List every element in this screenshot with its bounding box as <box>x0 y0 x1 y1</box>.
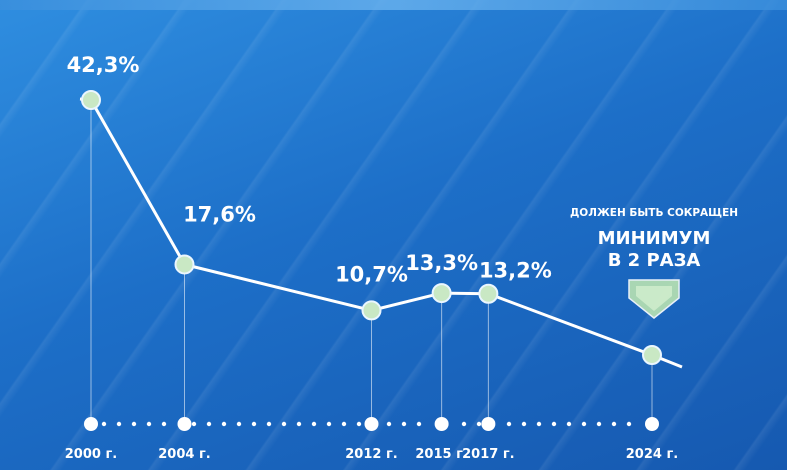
data-point-2 <box>361 300 382 321</box>
x-tick-label-0: 2000 г. <box>65 447 117 462</box>
annotation-small: ДОЛЖЕН БЫТЬ СОКРАЩЕН <box>570 207 738 219</box>
timeline-node-0 <box>84 417 98 431</box>
timeline-dot <box>506 421 512 427</box>
x-tick-label-4: 2017 г. <box>462 447 514 462</box>
value-label-1: 17,6% <box>183 202 256 226</box>
timeline-dot <box>116 421 122 427</box>
timeline-dot <box>551 421 557 427</box>
x-tick-label-5: 2024 г. <box>626 447 678 462</box>
timeline-dot <box>416 421 422 427</box>
drop-lines <box>90 100 653 424</box>
data-point-4 <box>478 283 499 304</box>
timeline-node-5 <box>645 417 659 431</box>
timeline-dot <box>221 421 227 427</box>
timeline-dot <box>476 421 482 427</box>
annotation-big-line2: В 2 РАЗА <box>608 250 701 271</box>
data-point-3 <box>431 283 452 304</box>
timeline-dot <box>521 421 527 427</box>
timeline-dot <box>146 421 152 427</box>
timeline-dot <box>206 421 212 427</box>
value-label-0: 42,3% <box>67 53 140 77</box>
value-label-3: 13,3% <box>405 251 478 275</box>
data-point-5 <box>642 345 662 365</box>
timeline-dot <box>356 421 362 427</box>
timeline-dot <box>626 421 632 427</box>
timeline-dot <box>401 421 407 427</box>
timeline-node-2 <box>364 417 379 431</box>
data-point-0 <box>81 90 101 110</box>
timeline-dot <box>386 421 392 427</box>
timeline-dot <box>566 421 572 427</box>
timeline-dot <box>596 421 602 427</box>
data-point-1 <box>174 254 195 275</box>
timeline-dot <box>236 421 242 427</box>
timeline-dot <box>281 421 287 427</box>
value-label-4: 13,2% <box>479 259 552 283</box>
timeline-dot <box>311 421 317 427</box>
x-tick-label-2: 2012 г. <box>345 447 397 462</box>
down-marker-icon <box>628 279 680 319</box>
timeline-dot <box>101 421 107 427</box>
timeline-node-3 <box>434 417 449 431</box>
x-tick-label-3: 2015 г. <box>415 447 467 462</box>
timeline-node-4 <box>481 417 496 431</box>
annotation-big-line1: МИНИМУМ <box>598 228 711 249</box>
timeline-dot <box>461 421 467 427</box>
reduction-annotation: ДОЛЖЕН БЫТЬ СОКРАЩЕН МИНИМУМ В 2 РАЗА <box>570 207 738 319</box>
timeline-dot <box>191 421 197 427</box>
timeline-dot <box>266 421 272 427</box>
value-label-2: 10,7% <box>335 262 408 286</box>
timeline-node-1 <box>177 417 192 431</box>
timeline-dot <box>251 421 257 427</box>
timeline-dot <box>341 421 347 427</box>
timeline-dot <box>131 421 137 427</box>
x-tick-label-1: 2004 г. <box>158 447 210 462</box>
timeline-dot <box>326 421 332 427</box>
top-banner-strip <box>0 0 787 10</box>
timeline-dot <box>161 421 167 427</box>
timeline-dot <box>536 421 542 427</box>
timeline-dot <box>581 421 587 427</box>
timeline-axis <box>84 417 659 431</box>
timeline-dot <box>296 421 302 427</box>
timeline-dot <box>611 421 617 427</box>
